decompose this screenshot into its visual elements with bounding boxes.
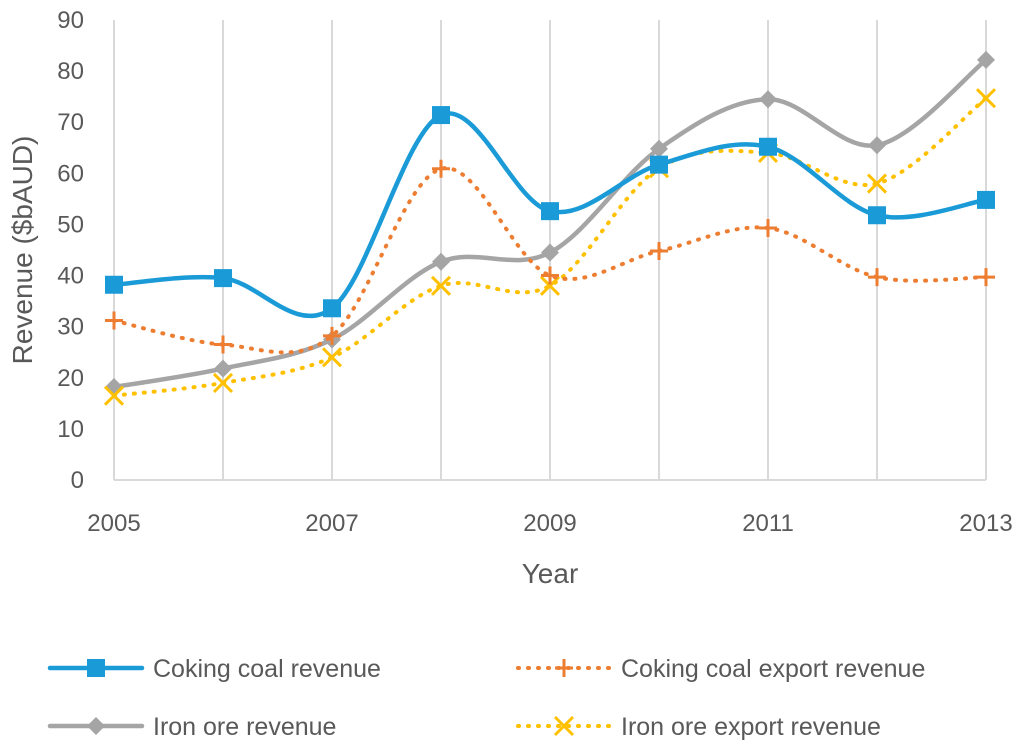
data-point-2008 xyxy=(432,252,450,271)
y-tick-label: 80 xyxy=(57,58,84,85)
data-point-2013 xyxy=(975,88,997,109)
data-point-2012 xyxy=(866,173,888,194)
data-point-2009 xyxy=(541,266,559,285)
data-point-2007 xyxy=(323,326,341,345)
x-tick-label: 2011 xyxy=(742,510,794,537)
data-point-2012 xyxy=(868,136,886,155)
y-tick-label: 90 xyxy=(57,7,84,34)
series-line xyxy=(112,96,988,398)
data-point-2005 xyxy=(105,275,123,294)
y-axis-title: Revenue ($bAUD) xyxy=(7,136,38,365)
y-tick-label: 20 xyxy=(57,365,84,392)
data-point-2006 xyxy=(212,372,234,393)
legend-marker xyxy=(87,717,105,735)
data-point-2009 xyxy=(541,243,559,262)
y-tick-label: 0 xyxy=(71,467,84,494)
y-tick-label: 30 xyxy=(57,314,84,341)
legend-marker xyxy=(87,659,105,677)
legend-item: Iron ore revenue xyxy=(47,713,336,741)
data-point-2008 xyxy=(432,159,450,178)
series-line xyxy=(111,57,989,390)
y-tick-label: 10 xyxy=(57,416,84,443)
y-tick-label: 70 xyxy=(57,109,84,136)
data-point-2010 xyxy=(650,242,668,261)
legend-label: Iron ore revenue xyxy=(153,713,336,741)
y-tick-label: 40 xyxy=(57,263,84,290)
data-point-2011 xyxy=(759,137,777,156)
data-point-2007 xyxy=(323,299,341,318)
data-point-2010 xyxy=(650,155,668,174)
data-point-2006 xyxy=(214,269,232,288)
y-tick-label: 60 xyxy=(57,160,84,187)
x-axis-title: Year xyxy=(522,558,579,589)
legend-item: Iron ore export revenue xyxy=(516,713,881,741)
x-tick-labels: 2005 2007 2009 2011 2013 xyxy=(87,510,1012,537)
data-point-2009 xyxy=(541,202,559,221)
data-point-2013 xyxy=(977,268,995,287)
series-group xyxy=(103,50,997,406)
data-point-2008 xyxy=(430,275,452,296)
data-point-2013 xyxy=(977,190,995,209)
x-tick-label: 2007 xyxy=(305,510,358,537)
data-point-2007 xyxy=(321,347,343,368)
legend-marker xyxy=(555,659,573,677)
legend-item: Coking coal export revenue xyxy=(516,655,925,683)
series-line xyxy=(112,166,988,355)
legend-marker xyxy=(553,715,575,737)
legend-label: Coking coal revenue xyxy=(153,655,381,683)
x-tick-label: 2005 xyxy=(87,510,140,537)
series-coking-coal-export-revenue xyxy=(105,159,995,355)
legend-label: Coking coal export revenue xyxy=(621,655,925,683)
data-point-2009 xyxy=(539,275,561,296)
data-point-2005 xyxy=(103,385,125,406)
data-point-2013 xyxy=(977,50,995,69)
y-tick-label: 50 xyxy=(57,211,84,238)
x-tick-label: 2009 xyxy=(523,510,576,537)
data-point-2008 xyxy=(432,106,450,125)
data-point-2010 xyxy=(650,139,668,158)
legend-label: Iron ore export revenue xyxy=(621,713,881,741)
data-point-2005 xyxy=(105,377,123,396)
legend-item: Coking coal revenue xyxy=(47,655,381,683)
data-point-2011 xyxy=(759,219,777,238)
data-point-2011 xyxy=(759,90,777,109)
y-tick-labels: 0 10 20 30 40 50 60 70 80 90 xyxy=(57,7,84,494)
data-point-2005 xyxy=(105,311,123,330)
data-point-2006 xyxy=(214,359,232,378)
data-point-2012 xyxy=(868,268,886,287)
grid-lines xyxy=(222,20,987,480)
series-coking-coal-revenue xyxy=(105,106,995,319)
axes xyxy=(113,20,986,481)
legend: Coking coal revenue Coking coal export re… xyxy=(47,655,925,741)
data-point-2006 xyxy=(214,335,232,354)
series-line xyxy=(111,111,989,319)
data-point-2012 xyxy=(868,206,886,225)
x-tick-label: 2013 xyxy=(959,510,1012,537)
